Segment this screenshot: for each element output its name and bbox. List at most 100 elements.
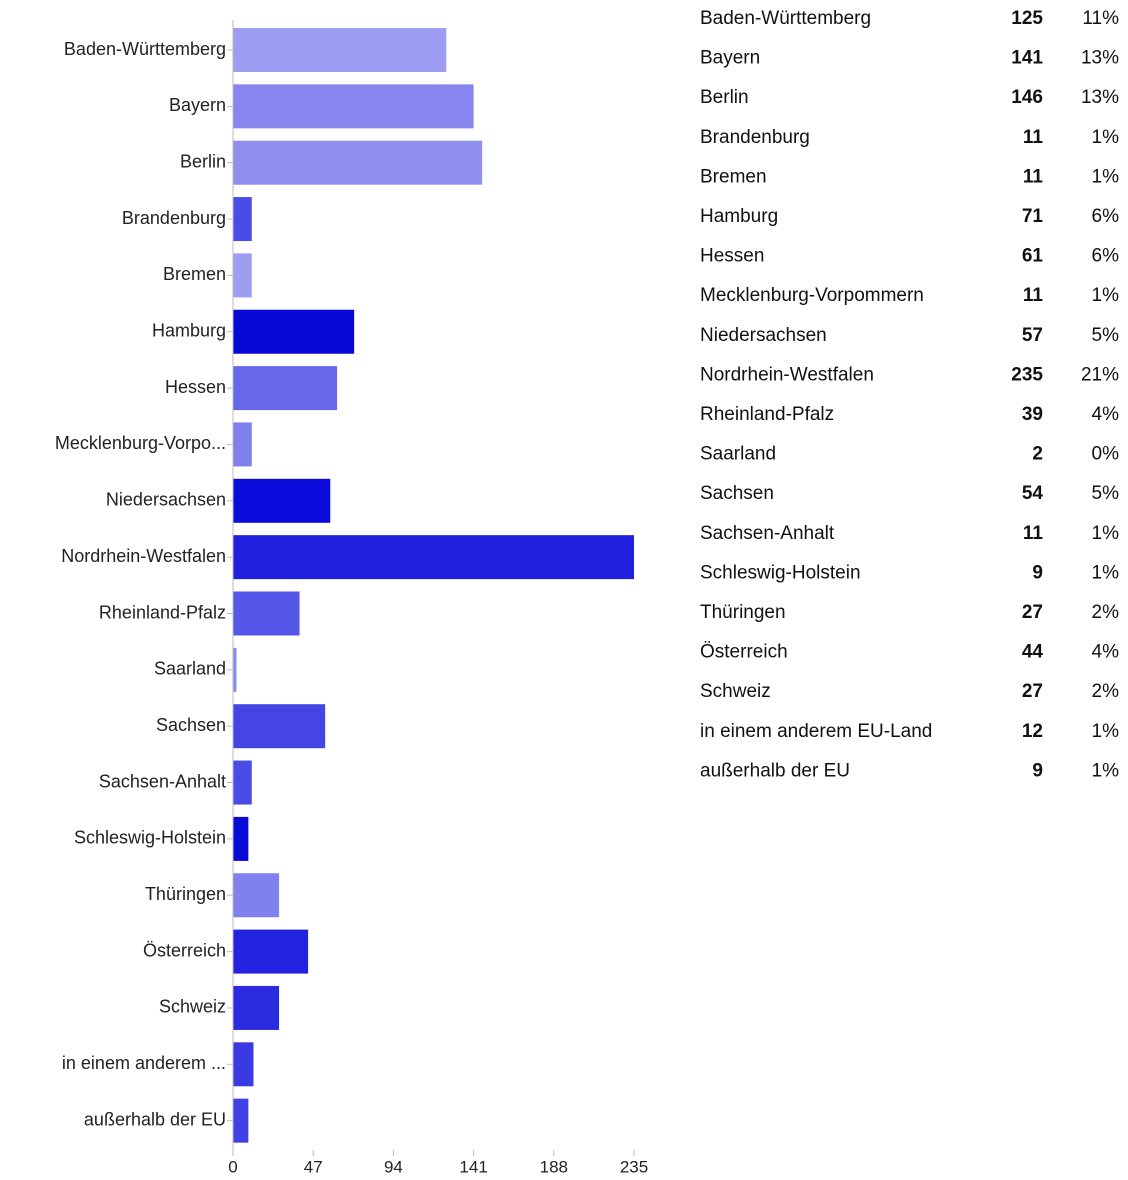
row-count: 2 xyxy=(1032,444,1043,465)
category-label: Mecklenburg-Vorpo... xyxy=(55,433,226,453)
bar xyxy=(233,28,447,72)
bar xyxy=(233,1098,249,1143)
row-percent: 1% xyxy=(1092,523,1120,544)
category-label: in einem anderem ... xyxy=(62,1053,226,1073)
category-label: Sachsen-Anhalt xyxy=(99,771,226,791)
bar xyxy=(233,253,252,298)
row-percent: 4% xyxy=(1092,642,1120,663)
row-percent: 4% xyxy=(1092,404,1120,425)
row-percent: 13% xyxy=(1081,87,1119,108)
category-label: Hamburg xyxy=(152,321,226,341)
row-percent: 2% xyxy=(1092,602,1120,623)
row-percent: 1% xyxy=(1092,166,1120,187)
row-percent: 6% xyxy=(1092,246,1120,267)
row-count: 44 xyxy=(1022,642,1044,663)
row-count: 54 xyxy=(1022,483,1044,504)
row-count: 146 xyxy=(1011,87,1043,108)
row-percent: 6% xyxy=(1092,206,1120,227)
bar xyxy=(233,816,249,861)
row-name: Bremen xyxy=(700,166,767,187)
row-percent: 1% xyxy=(1092,127,1120,148)
bar xyxy=(233,197,252,242)
x-tick-label: 47 xyxy=(304,1157,323,1176)
row-name: außerhalb der EU xyxy=(700,760,850,781)
bar xyxy=(233,704,326,749)
bar xyxy=(233,84,474,129)
category-label: Bayern xyxy=(169,95,226,115)
category-label: Bremen xyxy=(163,264,226,284)
category-label: Österreich xyxy=(143,940,226,960)
category-label: Niedersachsen xyxy=(106,490,226,510)
bar xyxy=(233,1042,254,1087)
row-name: Mecklenburg-Vorpommern xyxy=(700,285,924,306)
category-label: Hessen xyxy=(165,377,226,397)
category-label: Thüringen xyxy=(145,884,226,904)
row-name: Schleswig-Holstein xyxy=(700,562,861,583)
row-count: 11 xyxy=(1023,523,1044,544)
row-percent: 2% xyxy=(1092,681,1120,702)
row-name: Bayern xyxy=(700,48,760,69)
row-name: Sachsen xyxy=(700,483,774,504)
category-label: außerhalb der EU xyxy=(84,1109,226,1129)
bar xyxy=(233,591,300,636)
row-name: Brandenburg xyxy=(700,127,810,148)
row-count: 11 xyxy=(1023,127,1044,148)
row-name: Thüringen xyxy=(700,602,786,623)
row-percent: 1% xyxy=(1092,285,1120,306)
row-name: Berlin xyxy=(700,87,749,108)
bar xyxy=(233,929,309,974)
row-count: 125 xyxy=(1011,8,1043,29)
row-percent: 1% xyxy=(1092,562,1120,583)
bar xyxy=(233,140,483,185)
row-name: Niedersachsen xyxy=(700,325,827,346)
row-percent: 5% xyxy=(1092,483,1120,504)
row-name: Schweiz xyxy=(700,681,771,702)
row-name: Hamburg xyxy=(700,206,778,227)
row-percent: 13% xyxy=(1081,48,1119,69)
category-label: Sachsen xyxy=(156,715,226,735)
row-count: 71 xyxy=(1022,206,1044,227)
bar xyxy=(233,647,237,692)
bar xyxy=(233,309,355,354)
x-tick-label: 188 xyxy=(540,1157,568,1176)
row-name: Baden-Württemberg xyxy=(700,8,871,29)
category-label: Baden-Württemberg xyxy=(64,39,226,59)
row-name: Rheinland-Pfalz xyxy=(700,404,834,425)
bar xyxy=(233,422,252,467)
row-percent: 0% xyxy=(1092,444,1120,465)
x-tick-label: 141 xyxy=(459,1157,487,1176)
row-count: 235 xyxy=(1011,364,1043,385)
row-count: 11 xyxy=(1023,166,1044,187)
bar xyxy=(233,478,331,523)
x-tick-label: 0 xyxy=(228,1157,237,1176)
bar xyxy=(233,366,338,411)
row-count: 61 xyxy=(1022,246,1044,267)
row-percent: 5% xyxy=(1092,325,1120,346)
row-count: 9 xyxy=(1032,562,1043,583)
row-percent: 11% xyxy=(1082,8,1119,29)
row-name: in einem anderem EU-Land xyxy=(700,721,932,742)
x-tick-label: 235 xyxy=(620,1157,648,1176)
row-name: Saarland xyxy=(700,444,776,465)
bar xyxy=(233,873,280,918)
row-percent: 1% xyxy=(1092,760,1120,781)
row-name: Sachsen-Anhalt xyxy=(700,523,835,544)
bar xyxy=(233,535,634,580)
row-count: 57 xyxy=(1022,325,1043,346)
category-label: Nordrhein-Westfalen xyxy=(61,546,226,566)
row-count: 141 xyxy=(1011,48,1043,69)
category-label: Berlin xyxy=(180,151,226,171)
category-label: Schleswig-Holstein xyxy=(74,828,226,848)
row-count: 39 xyxy=(1022,404,1043,425)
row-percent: 1% xyxy=(1092,721,1120,742)
row-count: 12 xyxy=(1022,721,1043,742)
row-count: 11 xyxy=(1023,285,1044,306)
category-label: Brandenburg xyxy=(122,208,226,228)
row-name: Hessen xyxy=(700,246,764,267)
row-name: Österreich xyxy=(700,642,788,663)
category-label: Rheinland-Pfalz xyxy=(99,602,226,622)
bar xyxy=(233,985,280,1030)
category-label: Saarland xyxy=(154,659,226,679)
x-tick-label: 94 xyxy=(384,1157,403,1176)
